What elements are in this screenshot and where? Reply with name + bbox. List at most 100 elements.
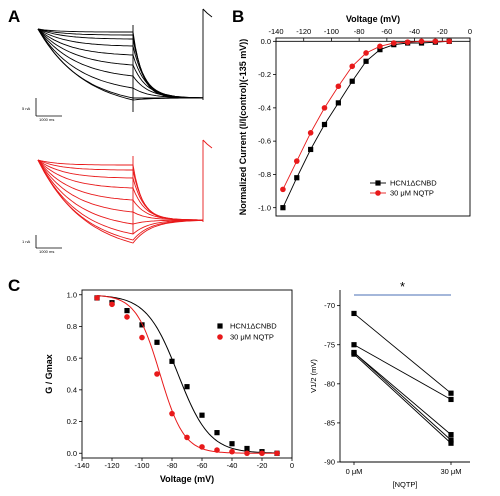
x-tick-label: 0 [468,27,472,36]
data-point [184,434,190,441]
data-point [293,158,300,164]
legend-marker-1 [217,334,223,340]
nqtp-trace-9 [37,159,204,244]
nqtp-trace-5 [37,159,203,221]
x-tick-label: -80 [354,27,365,36]
data-point [432,38,439,45]
x-tick-label: 30 μM [441,467,462,476]
x-tick-label: -120 [296,27,311,36]
x-tick-label: -140 [268,27,283,36]
data-point [94,295,100,301]
chart-b: -140 -120 -100 -80 -60 -40 -20 0 -1.0 -0.8 -0.6 -0.… [238,14,472,217]
y-tick-label: 0.8 [67,322,77,331]
data-point [390,40,397,46]
y-tick-label: 0.2 [67,417,77,426]
x-axis-label: [NQTP] [392,480,417,489]
nqtp-trace-8 [37,159,204,241]
hcn-trace-tail [202,8,213,18]
nqtp-trace-1 [37,159,203,221]
pair-line [353,344,452,400]
y-tick-label: -80 [324,379,335,388]
x-tick-label: -140 [74,461,89,470]
data-point [109,301,115,308]
black-scale-x-label: 1000 ms [39,117,54,122]
legend-label-0: HCN1ΔCNBD [230,322,277,331]
data-point [307,130,314,136]
data-point [363,58,369,64]
y-tick-label: -0.2 [258,70,271,79]
data-point [139,334,145,341]
y-tick-label: 0.6 [67,354,77,363]
y-axis-label: G / Gmax [44,354,54,394]
data-point [154,371,160,377]
x-tick-label: -40 [409,27,420,36]
y-tick-label: -90 [324,458,335,467]
x-tick-label: -100 [324,27,339,36]
data-point [199,412,205,418]
y-tick-label: -75 [324,340,335,349]
data-point [335,100,341,106]
data-point [244,450,250,457]
x-tick-label: -20 [437,27,448,36]
y-tick-label: -70 [324,301,335,310]
legend-marker-0 [375,180,381,186]
y-tick-label: -85 [324,419,335,428]
y-tick-label: -0.6 [258,137,271,146]
significance-marker: * [400,279,405,294]
x-tick-label: -80 [167,461,178,470]
legend-label-1: 30 μM NQTP [390,189,434,198]
data-point [363,50,369,56]
data-point [139,322,145,328]
panel-letter-a: A [8,7,20,26]
x-tick-label: 0 μM [346,467,363,476]
x-tick-label: -60 [381,27,392,36]
panel-letter-b: B [232,7,244,26]
data-point [448,390,454,396]
x-tick-label: -60 [197,461,208,470]
black-scale-bar: 5 nA 1000 ms [22,98,62,122]
data-point [280,205,286,211]
chart-c-vhalf: -90 -85 -80 -75 -70 0 μM 30 μM [NQTP] V1/2 (mV) * [309,279,470,489]
data-point [349,63,356,70]
data-point [199,444,205,450]
legend-marker-0 [217,323,223,329]
red-scale-y-label: 1 nA [22,239,31,244]
x-axis-label: Voltage (mV) [160,474,214,484]
x-tick-label: -120 [104,461,119,470]
x-tick-label: 0 [290,461,294,470]
data-point [274,450,280,457]
y-axis-label: V1/2 (mV) [309,359,318,393]
data-point [321,121,328,128]
data-point [184,384,190,390]
hcn-current-traces [37,8,213,112]
red-scale-x-label: 1000 ms [39,249,54,254]
chart-c-activation: -140 -120 -100 -80 -60 -40 -20 0 0.0 0.2 0.4 0.6 0.8… [44,289,294,484]
data-point [124,308,130,314]
y-tick-label: 0.0 [261,37,271,46]
data-point [418,38,425,45]
data-point [154,339,160,345]
data-point [377,47,383,53]
y-tick-label: 1.0 [67,290,77,299]
data-point [280,186,286,193]
red-scale-bar: 1 nA 1000 ms [22,235,62,254]
pair-line [353,353,452,444]
data-point [321,105,328,111]
y-tick-label: -1.0 [258,203,271,212]
nqtp-trace-tail [202,139,213,149]
data-point [229,441,235,447]
legend-label-0: HCN1ΔCNBD [390,179,437,188]
y-axis-label: Normalized Current (I/I(control)(-135 mV… [238,39,248,216]
data-point [448,440,454,446]
data-point [214,447,220,453]
hcn-trace-3 [37,28,203,99]
data-point [349,78,355,84]
nqtp-trace-0 [37,159,203,221]
legend-label-1: 30 μM NQTP [230,333,274,342]
pair-line [353,313,452,394]
legend-marker-1 [375,190,381,196]
data-point [169,410,175,417]
y-tick-label: -0.8 [258,170,271,179]
x-axis-label: Voltage (mV) [346,14,400,24]
